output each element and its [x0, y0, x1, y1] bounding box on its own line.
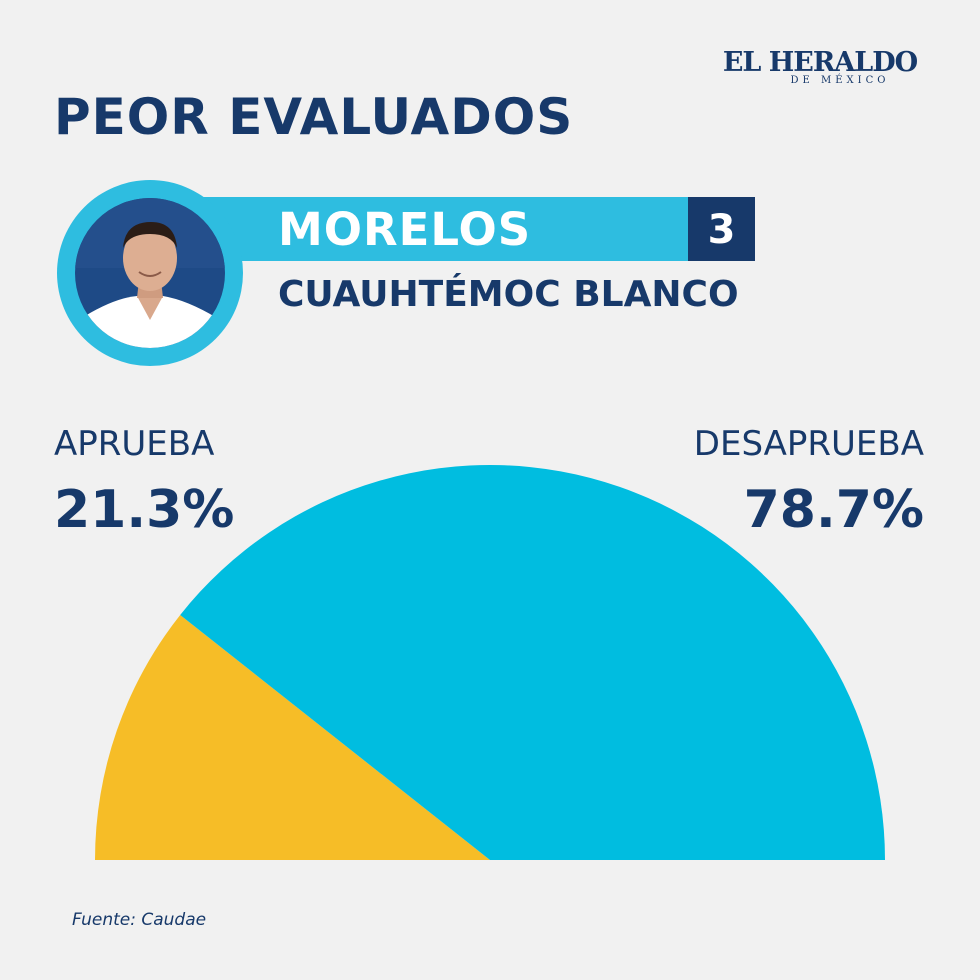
page-title: PEOR EVALUADOS — [54, 88, 574, 146]
approve-label: APRUEBA — [54, 424, 215, 464]
state-band — [190, 197, 755, 261]
brand-tagline: DE MÉXICO — [790, 75, 890, 86]
governor-name: CUAUHTÉMOC BLANCO — [278, 274, 739, 315]
avatar — [57, 180, 243, 366]
disapprove-label: DESAPRUEBA — [693, 424, 924, 464]
disapprove-value: 78.7% — [743, 480, 924, 540]
approve-value: 21.3% — [54, 480, 235, 540]
source-note: Fuente: Caudae — [72, 910, 207, 930]
person-portrait-icon — [75, 198, 225, 348]
state-name: MORELOS — [278, 203, 532, 256]
rank-badge: 3 — [688, 197, 755, 261]
brand-name: EL HERALDO — [722, 47, 918, 78]
brand-logo: EL HERALDO DE MÉXICO — [714, 48, 926, 86]
gauge-slice-aprueba — [95, 614, 490, 860]
gauge-slice-desaprueba — [180, 464, 885, 860]
